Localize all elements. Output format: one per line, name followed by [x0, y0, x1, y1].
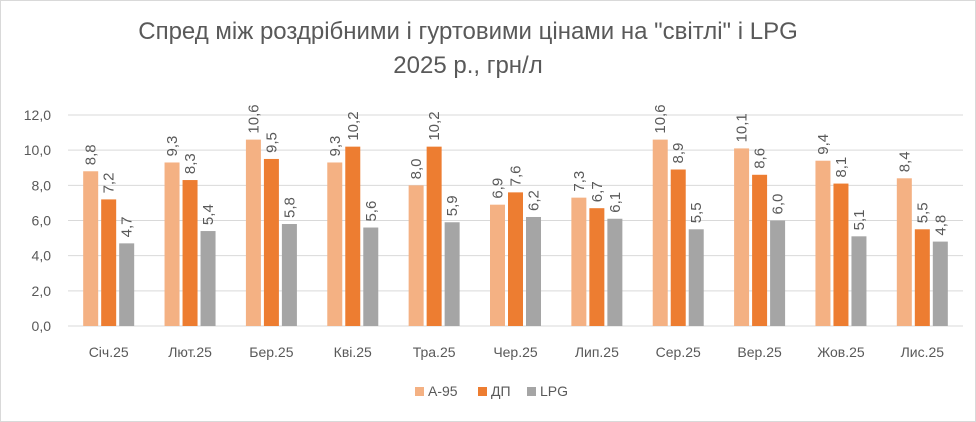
data-label: 8,4 [896, 151, 913, 172]
y-tick-label: 6,0 [32, 213, 52, 229]
bar [734, 148, 750, 326]
legend-swatch [415, 387, 424, 396]
y-tick-label: 4,0 [32, 248, 52, 264]
x-tick-label: Бер.25 [249, 344, 293, 360]
bar [508, 192, 523, 326]
data-label: 6,7 [589, 181, 606, 202]
legend-label: А-95 [428, 383, 458, 399]
data-label: 5,9 [444, 195, 461, 216]
x-tick-label: Лип.25 [575, 344, 619, 360]
legend-label: LPG [540, 383, 568, 399]
data-label: 5,5 [688, 202, 705, 223]
bar [896, 178, 912, 326]
bar [245, 139, 261, 326]
data-label: 6,2 [526, 190, 543, 211]
data-label: 10,6 [245, 104, 262, 133]
y-tick-label: 10,0 [24, 142, 51, 158]
x-tick-label: Чер.25 [493, 344, 538, 360]
bar [932, 241, 948, 326]
y-tick-label: 0,0 [32, 318, 52, 334]
data-label: 8,0 [408, 158, 425, 179]
x-tick-label: Жов.25 [817, 344, 865, 360]
data-label: 5,4 [200, 204, 217, 225]
data-label: 10,2 [345, 111, 362, 140]
data-label: 4,8 [932, 215, 949, 236]
legend-label: ДП [491, 383, 511, 399]
bar [281, 224, 297, 326]
y-tick-label: 12,0 [24, 107, 51, 123]
data-label: 5,1 [851, 209, 868, 230]
bar [652, 139, 668, 326]
bar [426, 146, 442, 326]
legend-swatch [527, 387, 536, 396]
bar [526, 216, 541, 326]
bar [363, 227, 379, 326]
data-label: 9,4 [815, 134, 832, 155]
data-label: 5,8 [281, 197, 298, 218]
bar [490, 204, 505, 326]
data-label: 6,9 [490, 178, 507, 199]
bar [164, 162, 180, 326]
bar [444, 222, 460, 326]
bar [345, 146, 361, 326]
x-tick-label: Тра.25 [413, 344, 456, 360]
bar [182, 180, 198, 326]
data-label: 10,1 [734, 113, 751, 142]
bar [770, 220, 786, 326]
bar [607, 218, 623, 326]
bar [752, 174, 768, 326]
bar [200, 231, 216, 326]
data-label: 8,6 [752, 148, 769, 169]
data-label: 8,9 [670, 143, 687, 164]
y-tick-label: 2,0 [32, 283, 52, 299]
data-label: 9,5 [263, 132, 280, 153]
data-label: 9,3 [164, 136, 181, 157]
bar [851, 236, 867, 326]
data-label: 6,1 [607, 192, 624, 213]
data-label: 10,6 [652, 104, 669, 133]
bar [263, 158, 279, 326]
chart-title-line1: Спред між роздрібними і гуртовими цінами… [138, 18, 798, 45]
data-label: 5,5 [914, 202, 931, 223]
data-label: 8,3 [182, 153, 199, 174]
bar [83, 171, 99, 326]
data-label: 6,0 [770, 194, 787, 215]
y-tick-label: 8,0 [32, 177, 52, 193]
x-tick-label: Січ.25 [89, 344, 129, 360]
bar [327, 162, 343, 326]
x-tick-label: Лют.25 [168, 344, 212, 360]
chart-title: Спред між роздрібними і гуртовими цінами… [1, 15, 935, 83]
x-tick-label: Лис.25 [901, 344, 945, 360]
bar [589, 208, 605, 326]
bar [833, 183, 849, 326]
bar [101, 199, 117, 326]
data-label: 9,3 [327, 136, 344, 157]
bar [119, 243, 135, 326]
x-tick-label: Вер.25 [737, 344, 782, 360]
bar [670, 169, 686, 326]
x-tick-label: Кві.25 [334, 344, 372, 360]
bar [571, 197, 587, 326]
data-label: 8,1 [833, 157, 850, 178]
data-label: 5,6 [363, 201, 380, 222]
bar [408, 185, 424, 326]
data-label: 8,8 [83, 144, 100, 165]
data-label: 7,2 [101, 173, 118, 194]
data-label: 7,6 [508, 166, 525, 187]
bar [914, 229, 930, 326]
legend-swatch [478, 387, 487, 396]
bar [688, 229, 704, 326]
x-tick-label: Сер.25 [656, 344, 701, 360]
data-label: 10,2 [426, 111, 443, 140]
data-label: 7,3 [571, 171, 588, 192]
data-label: 4,7 [119, 216, 136, 237]
bar [815, 160, 831, 326]
chart-title-line2: 2025 р., грн/л [393, 52, 543, 79]
